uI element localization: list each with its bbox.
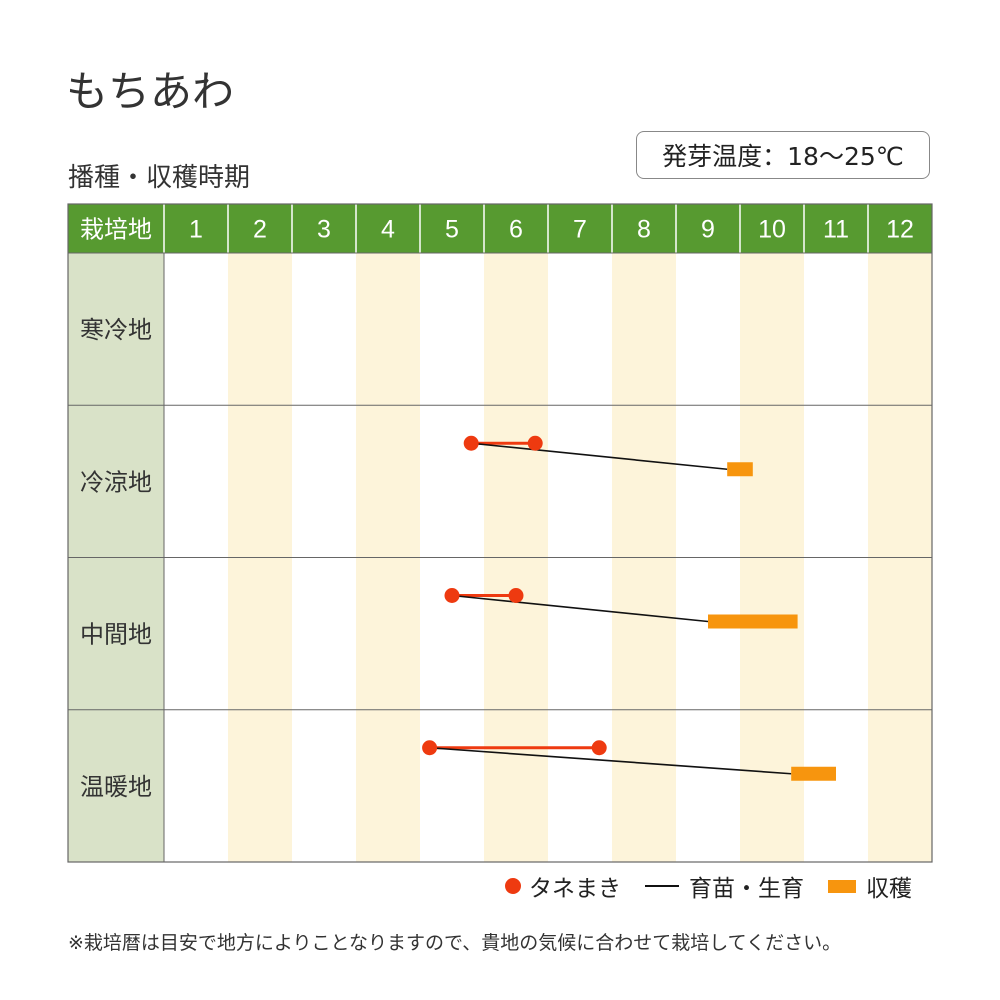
- legend-item-harvest: 収穫: [828, 869, 912, 903]
- legend-label-growing: 育苗・生育: [689, 876, 804, 902]
- legend-label-harvest: 収穫: [866, 876, 912, 902]
- harvest-bar: [727, 462, 753, 477]
- legend: タネまき 育苗・生育 収穫: [505, 868, 912, 904]
- page-title: もちあわ: [66, 67, 235, 116]
- header-row: [68, 204, 932, 253]
- growing-line: [451, 594, 709, 623]
- month-label: 5: [445, 216, 459, 244]
- month-label: 8: [637, 216, 651, 244]
- harvest-bar: [791, 766, 836, 781]
- germination-temperature-box: 発芽温度：18〜25℃: [636, 131, 930, 179]
- growing-line-icon: [645, 885, 679, 887]
- section-subtitle: 播種・収穫時期: [68, 163, 251, 193]
- region-label: 冷涼地: [80, 468, 152, 496]
- header-label: 栽培地: [80, 216, 152, 244]
- month-label: 3: [317, 216, 331, 244]
- month-label: 12: [886, 216, 914, 244]
- growing-line: [471, 442, 728, 471]
- legend-item-growing: 育苗・生育: [645, 869, 804, 903]
- growing-line: [429, 746, 792, 775]
- sowing-end-dot: [591, 740, 607, 756]
- chart-frame: [67, 203, 933, 863]
- month-label: 1: [189, 216, 203, 244]
- sowing-start-dot: [422, 740, 438, 756]
- region-label: 寒冷地: [80, 316, 152, 344]
- month-label: 4: [381, 216, 395, 244]
- sowing-start-dot: [463, 435, 479, 451]
- footnote: ※栽培暦は目安で地方によりことなりますので、貴地の気候に合わせて栽培してください…: [68, 932, 842, 954]
- harvest-bar: [708, 614, 798, 629]
- legend-label-sowing: タネまき: [529, 876, 621, 902]
- month-label: 6: [509, 216, 523, 244]
- legend-item-sowing: タネまき: [505, 869, 621, 903]
- sowing-end-dot: [508, 588, 524, 603]
- harvest-bar-icon: [828, 879, 856, 893]
- month-label: 9: [701, 216, 715, 244]
- germination-temperature-text: 発芽温度：18〜25℃: [662, 142, 904, 171]
- sowing-end-dot: [527, 435, 543, 451]
- region-label: 中間地: [80, 621, 152, 649]
- sowing-dot-icon: [505, 878, 521, 894]
- region-label: 温暖地: [80, 773, 152, 801]
- month-label: 2: [253, 216, 267, 244]
- sowing-start-dot: [444, 588, 460, 603]
- month-label: 7: [573, 216, 587, 244]
- month-label: 10: [758, 216, 786, 244]
- month-label: 11: [823, 216, 849, 244]
